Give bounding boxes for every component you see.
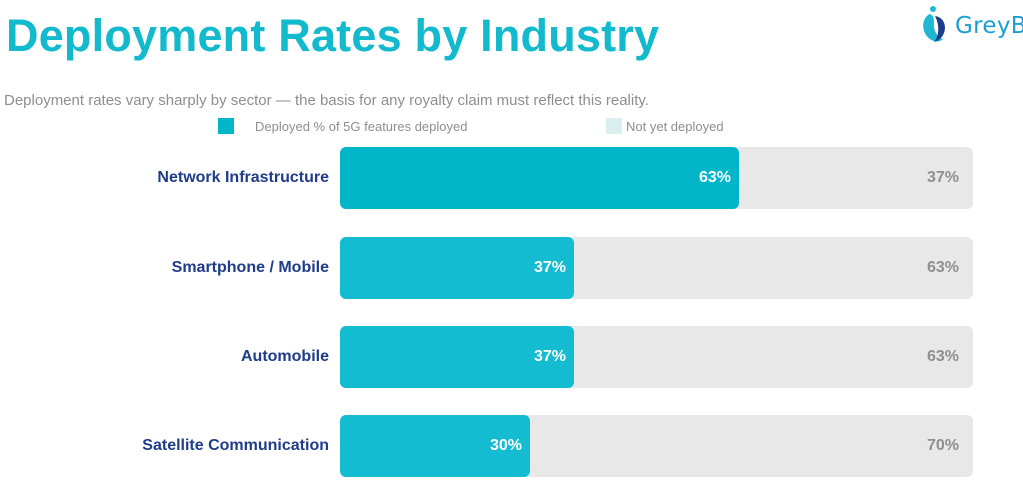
category-label: Satellite Communication <box>142 437 329 454</box>
remaining-value-label: 63% <box>926 348 959 365</box>
legend-swatch-not-yet-deployed <box>606 118 622 134</box>
legend-label-not-yet-deployed: Not yet deployed <box>626 118 724 134</box>
deployed-value-label: 30% <box>489 437 522 454</box>
remaining-value-label: 70% <box>926 437 959 454</box>
bar-not-yet-deployed: 37% 63% <box>340 326 973 388</box>
legend-label-deployed: Deployed % of 5G features deployed <box>255 118 468 134</box>
bar-deployed <box>340 147 739 209</box>
category-label: Network Infrastructure <box>157 169 329 186</box>
legend-item-deployed: Deployed % of 5G features deployed <box>218 117 467 135</box>
greyb-logo-icon <box>923 6 945 42</box>
remaining-value-label: 63% <box>926 259 959 276</box>
legend-item-not-yet-deployed: Not yet deployed <box>606 117 724 135</box>
bar-deployed <box>340 415 530 477</box>
bar-not-yet-deployed: 30% 70% <box>340 415 973 477</box>
category-label: Smartphone / Mobile <box>171 259 329 276</box>
bar-deployed <box>340 237 574 299</box>
deployed-value-label: 63% <box>698 169 731 186</box>
greyb-logo: GreyB <box>921 4 1023 48</box>
deployed-value-label: 37% <box>533 348 566 365</box>
bar-row: Network Infrastructure 63% 37% <box>0 147 1023 209</box>
deployed-value-label: 37% <box>533 259 566 276</box>
bar-row: Satellite Communication 30% 70% <box>0 415 1023 477</box>
category-label: Automobile <box>241 348 329 365</box>
bar-not-yet-deployed: 63% 37% <box>340 147 973 209</box>
page-title: Deployment Rates by Industry <box>6 10 660 61</box>
bar-row: Automobile 37% 63% <box>0 326 1023 388</box>
remaining-value-label: 37% <box>926 169 959 186</box>
bar-not-yet-deployed: 37% 63% <box>340 237 973 299</box>
logo-text: GreyB <box>955 13 1023 39</box>
legend-swatch-deployed <box>218 118 234 134</box>
bar-deployed <box>340 326 574 388</box>
chart-subtitle: Deployment rates vary sharply by sector … <box>4 92 649 109</box>
bar-row: Smartphone / Mobile 37% 63% <box>0 237 1023 299</box>
